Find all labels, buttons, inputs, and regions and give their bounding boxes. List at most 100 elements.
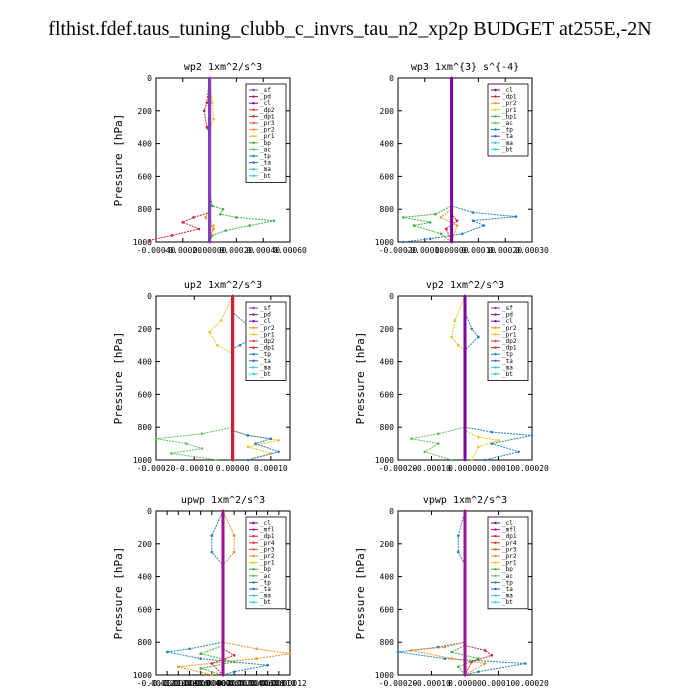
panel-title: up2 1xm^2/s^3 [184,280,262,291]
data-point [471,219,475,222]
data-point [402,240,405,244]
legend-label: _ma [502,364,513,371]
data-point [497,439,500,442]
series-line-pr2 [439,78,458,243]
data-point [219,212,222,216]
legend-label: _bp [502,566,513,573]
legend-marker [494,594,497,597]
x-tick-label: -0.00008 [159,679,198,688]
data-point [428,237,432,240]
y-axis-label: Pressure [hPa] [354,547,367,640]
y-tick-label: 600 [138,605,153,614]
legend-label: _bp1 [502,113,517,120]
data-point [231,294,234,298]
legend-label: _cl [502,87,513,94]
data-point [200,432,204,436]
legend-marker [252,353,255,356]
legend-marker [494,346,497,349]
legend-label: _ac [502,120,513,127]
x-tick-label: 0.00006 [240,679,274,688]
data-point [443,645,447,649]
data-point [246,458,250,462]
legend-label: _ac [260,573,271,580]
legend-marker [494,121,497,125]
data-point [235,216,238,219]
legend-label: _cl [502,318,513,325]
x-tick-label: 0.00010 [262,679,296,688]
legend-marker [494,568,497,571]
legend-label: _ma [502,593,513,600]
legend-marker [494,135,497,138]
data-point [246,434,250,437]
series-line-pr2 [178,510,291,676]
legend-marker [494,326,497,329]
data-point [205,125,209,129]
legend-marker [252,581,255,584]
legend-label: _pr3 [260,546,275,553]
x-tick-label: 0.00020 [220,246,254,255]
legend-label: _dp1 [502,345,517,352]
legend-label: _ta [260,358,271,365]
legend-marker [252,554,255,558]
data-point [202,109,206,113]
plot-frame [397,77,533,243]
legend-marker [494,359,497,362]
legend-label: _pr2 [260,553,275,560]
legend-label: _dp2 [260,107,275,114]
x-tick-label: 0.00000 [448,679,482,688]
legend-marker [252,102,255,105]
legend-label: _dp1 [260,113,275,120]
legend-marker [252,561,255,564]
y-tick-label: 1000 [375,456,394,465]
legend-marker [494,372,497,376]
data-point [461,232,464,236]
legend-label: _pr2 [260,325,275,332]
legend-label: _cl [502,520,513,527]
data-point [205,101,209,104]
legend-label: _mfl [260,527,275,534]
y-tick-label: 1000 [375,238,394,247]
data-point [450,650,453,654]
legend-marker [252,587,255,591]
data-point [148,239,151,242]
data-point [216,343,219,347]
legend-marker [494,521,497,525]
y-tick-label: 800 [380,423,395,432]
data-point [200,447,204,450]
data-point [224,229,227,232]
data-point [210,550,214,554]
panel-title: wp2 1xm^2/s^3 [184,62,262,73]
legend-label: _pr1 [260,133,275,140]
x-tick-label: 0.00030 [515,246,549,255]
x-tick-label: 0.00000 [206,679,240,688]
x-tick-label: 0.00010 [482,464,516,473]
data-point [428,221,432,224]
data-point [248,224,252,227]
legend-marker [252,161,255,164]
legend-marker [494,320,497,323]
legend-marker [494,528,497,531]
legend-marker [494,601,497,604]
data-point [266,663,270,667]
legend-label: _pr4 [260,540,275,547]
legend-label: _bt [260,173,271,180]
legend-marker [494,561,497,564]
legend-marker [494,102,497,105]
data-point [423,450,427,454]
legend-label: _bt [260,599,271,606]
chart-panel-2: wp3 1xm^{3} s^{-4}02004006008001000-0.00… [375,62,549,255]
data-point [436,442,440,445]
data-point [181,221,185,224]
data-point [470,660,474,664]
y-tick-label: 0 [389,74,394,83]
data-point [210,673,214,677]
x-tick-label: 0.00000 [448,464,482,473]
data-point [204,216,207,219]
legend-label: _dp1 [502,533,517,540]
legend-marker [252,339,255,343]
y-tick-label: 800 [380,205,395,214]
legend-label: _dp2 [260,338,275,345]
x-tick-label: -0.00020 [379,679,418,688]
legend-marker [252,320,255,323]
legend-marker [252,141,255,144]
